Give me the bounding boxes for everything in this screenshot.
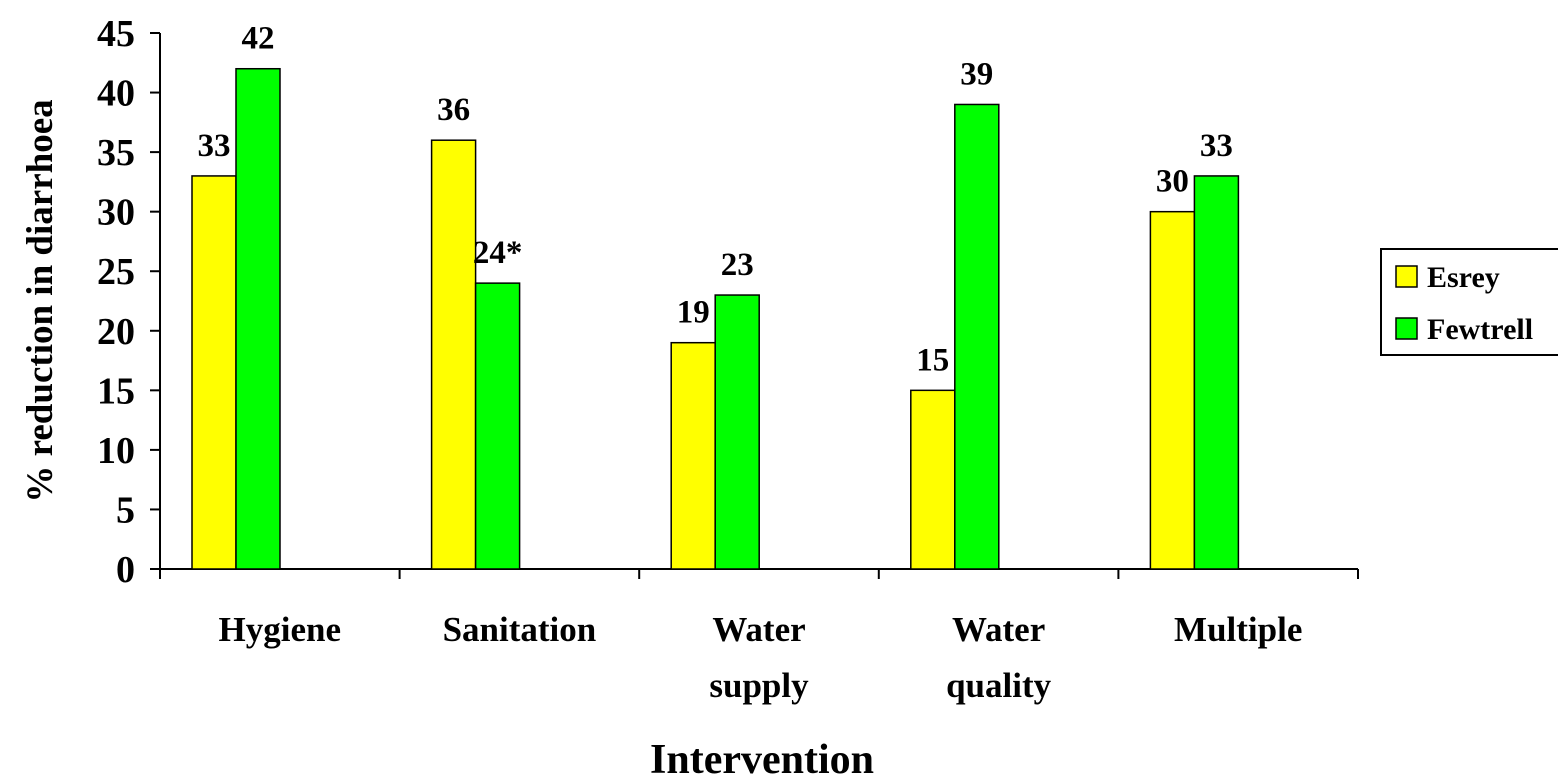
data-label-esrey-multiple: 30	[1156, 164, 1189, 200]
bar-esrey-water-supply	[670, 341, 716, 570]
y-tick-label: 35	[97, 132, 135, 174]
y-axis-title: % reduction in diarrhoea	[20, 99, 61, 502]
data-label-fewtrell-multiple: 33	[1200, 128, 1233, 164]
y-tick-label: 30	[97, 192, 135, 234]
data-label-esrey-sanitation: 36	[437, 92, 470, 128]
bar-fewtrell-multiple	[1193, 175, 1240, 570]
x-axis: Hygiene Sanitation Water supply Water quality…	[159, 568, 1359, 705]
bar-esrey-hygiene	[191, 175, 237, 570]
y-tick-label: 45	[97, 13, 135, 55]
data-label-esrey-water-quality: 15	[916, 342, 949, 378]
bar-fewtrell-hygiene	[235, 67, 281, 570]
legend-label-esrey: Esrey	[1427, 261, 1500, 294]
data-label-fewtrell-water-quality: 39	[960, 56, 993, 92]
x-tick-label-water-supply: Water supply	[709, 610, 809, 705]
legend-swatch-esrey	[1395, 265, 1418, 288]
bar-esrey-sanitation	[430, 139, 477, 570]
y-tick-label: 0	[116, 549, 135, 591]
bars	[191, 67, 1240, 570]
data-labels: 33 36 19 15 30 42 24* 23 39 33	[198, 21, 1233, 379]
y-tick-label: 10	[97, 430, 135, 472]
y-tick-label: 15	[97, 370, 135, 412]
bar-fewtrell-water-quality	[954, 103, 1000, 570]
legend-label-fewtrell: Fewtrell	[1427, 313, 1533, 346]
data-label-fewtrell-sanitation: 24*	[473, 235, 523, 271]
data-label-esrey-hygiene: 33	[198, 128, 231, 164]
x-tick-label-hygiene: Hygiene	[219, 610, 341, 649]
legend-swatch-fewtrell	[1395, 317, 1418, 340]
y-axis: 0 5 10 15 20 25 30 35 40 45	[97, 13, 161, 591]
bar-fewtrell-water-supply	[714, 294, 760, 570]
x-axis-title: Intervention	[650, 737, 874, 778]
y-tick-label: 25	[97, 251, 135, 293]
y-tick-label: 5	[116, 489, 135, 531]
data-label-fewtrell-water-supply: 23	[721, 247, 754, 283]
y-tick-label: 40	[97, 73, 135, 115]
bar-esrey-multiple	[1149, 210, 1196, 570]
x-tick-label-water-quality: Water quality	[946, 610, 1052, 705]
bar-esrey-water-quality	[910, 389, 956, 570]
y-tick-label: 20	[97, 311, 135, 353]
x-tick-label-sanitation: Sanitation	[443, 610, 597, 649]
legend: Esrey Fewtrell	[1380, 248, 1558, 356]
data-label-esrey-water-supply: 19	[677, 295, 710, 331]
bar-fewtrell-sanitation	[474, 282, 521, 570]
data-label-fewtrell-hygiene: 42	[242, 21, 275, 57]
x-tick-label-multiple: Multiple	[1174, 610, 1302, 649]
